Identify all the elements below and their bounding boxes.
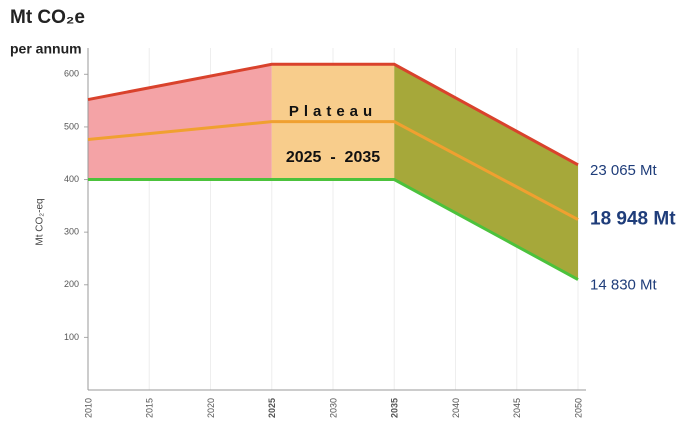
annotation: Plateau bbox=[289, 103, 377, 120]
x-tick-label: 2045 bbox=[512, 398, 522, 418]
chart-subtitle: per annum bbox=[10, 41, 82, 57]
y-tick-label: 400 bbox=[64, 174, 79, 184]
annotation: 2025 - 2035 bbox=[286, 149, 380, 166]
region bbox=[88, 64, 272, 180]
x-tick-label: 2040 bbox=[451, 398, 461, 418]
series-line bbox=[87, 62, 579, 167]
end-label: 18 948 Mt bbox=[590, 209, 676, 230]
x-tick-label: 2025 bbox=[267, 398, 277, 418]
x-tick-label: 2015 bbox=[145, 398, 155, 418]
end-label: 23 065 Mt bbox=[590, 162, 658, 179]
y-tick-label: 100 bbox=[64, 332, 79, 342]
series-line bbox=[87, 120, 579, 221]
y-tick-label: 300 bbox=[64, 227, 79, 237]
y-tick-label: 200 bbox=[64, 279, 79, 289]
x-tick-label: 2035 bbox=[390, 398, 400, 418]
series-line bbox=[88, 178, 579, 281]
x-tick-label: 2050 bbox=[573, 398, 583, 418]
x-tick-label: 2020 bbox=[206, 398, 216, 418]
end-label: 14 830 Mt bbox=[590, 276, 658, 293]
y-tick-label: 500 bbox=[64, 121, 79, 131]
chart-title: Mt CO₂e bbox=[10, 7, 85, 28]
y-tick-label: 600 bbox=[64, 69, 79, 79]
y-axis-label: Mt CO₂-eq bbox=[35, 198, 46, 245]
x-tick-label: 2030 bbox=[328, 398, 338, 418]
x-tick-label: 2010 bbox=[83, 398, 93, 418]
